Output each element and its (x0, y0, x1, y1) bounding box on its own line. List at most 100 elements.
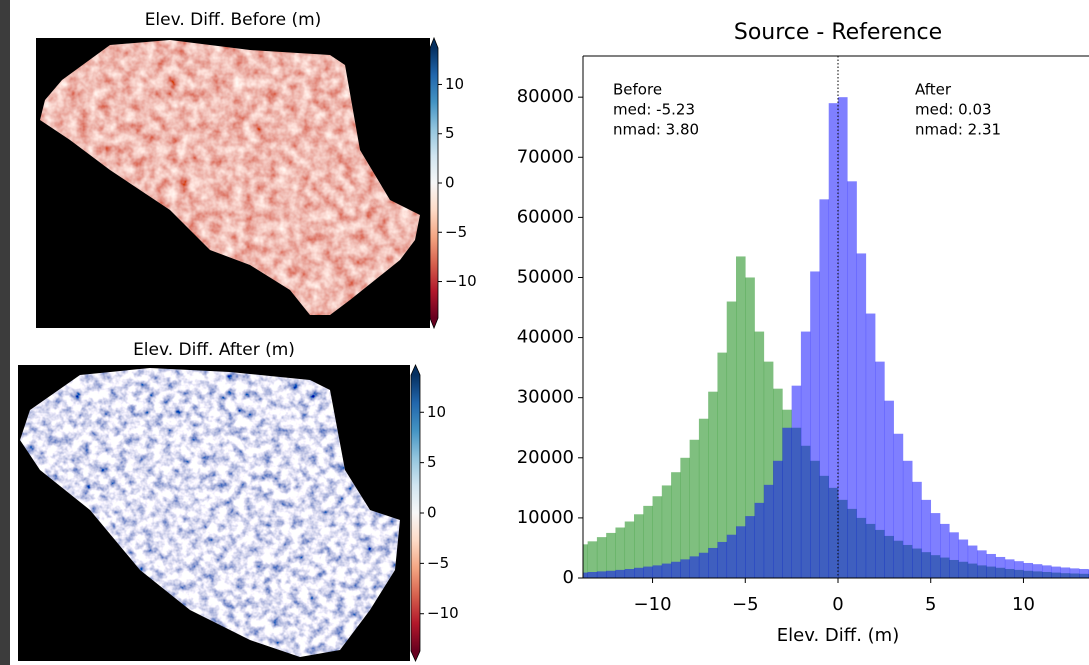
histogram-bar (606, 570, 616, 578)
histogram-bar (671, 561, 681, 578)
x-tick-label: 5 (925, 594, 936, 615)
x-tick-label: −5 (732, 594, 759, 615)
histogram-bar (615, 569, 626, 578)
histogram-bar (912, 481, 922, 578)
histogram-bar (940, 523, 950, 578)
histogram-bar (763, 361, 774, 578)
window-edge (0, 0, 10, 665)
histogram-bar (745, 516, 755, 578)
bars (583, 97, 1089, 578)
histogram-bar (652, 496, 663, 578)
histogram-bar (773, 460, 783, 578)
histogram-bar (671, 472, 681, 578)
histogram-bar (726, 301, 737, 578)
histogram-bar (698, 552, 709, 578)
histogram-bar (1032, 564, 1043, 578)
histogram-bar (680, 559, 690, 578)
map-image (40, 40, 420, 315)
map-image (20, 368, 400, 657)
histogram-bar (810, 271, 820, 578)
histogram-bar (967, 545, 978, 578)
histogram-bar (634, 514, 644, 578)
histogram-bar (708, 547, 718, 578)
histogram-bar (902, 460, 913, 578)
histogram-bar (717, 541, 728, 578)
histogram-bar (596, 537, 607, 578)
map-title: Elev. Diff. Before (m) (145, 10, 322, 30)
histogram-bar (930, 513, 941, 578)
y-tick-label: 50000 (517, 266, 574, 287)
colorbar-extend (411, 651, 420, 661)
histogram-bar (884, 400, 894, 578)
histogram-bar (661, 485, 672, 578)
histogram-bar (986, 553, 996, 578)
histogram-bar (856, 253, 867, 578)
histogram-bar (689, 439, 700, 578)
x-tick-label: 0 (832, 594, 843, 615)
y-tick-label: 70000 (517, 146, 574, 167)
colorbar-tick-label: 10 (427, 403, 446, 421)
colorbar-frame (410, 364, 421, 662)
annotation: nmad: 2.31 (915, 121, 1001, 139)
histogram-bar (717, 352, 728, 578)
chart-title: Source - Reference (734, 20, 942, 45)
colorbar-tick-label: 5 (445, 124, 455, 142)
histogram-bar (763, 484, 774, 578)
histogram-bar (958, 539, 969, 578)
x-tick-label: −10 (634, 594, 672, 615)
histogram-bar (838, 97, 848, 578)
histogram-bar (847, 181, 857, 578)
colorbar (411, 375, 420, 651)
histogram-bar (791, 385, 802, 578)
colorbar-tick-label: −5 (445, 223, 467, 241)
histogram-bar (606, 532, 616, 578)
x-axis-label: Elev. Diff. (m) (777, 625, 899, 646)
histogram-bar (921, 499, 932, 578)
histogram-bar (583, 544, 588, 578)
histogram-bar (819, 199, 830, 578)
histogram-bar (708, 391, 718, 578)
histogram-bar (754, 331, 765, 578)
histogram-bar (698, 418, 709, 578)
histogram-bar (615, 527, 626, 578)
histogram-bar (596, 571, 607, 578)
y-tick-label: 60000 (517, 206, 574, 227)
histogram-bar (689, 556, 700, 578)
y-tick-label: 0 (563, 567, 574, 588)
histogram-bar (680, 457, 690, 578)
histogram-bar (726, 534, 737, 578)
histogram-bar (754, 502, 765, 578)
histogram-bar (1004, 559, 1015, 578)
colorbar-extend (430, 38, 438, 48)
histogram-bar (1023, 562, 1034, 578)
histogram-bar (736, 526, 746, 578)
histogram-bar (1014, 561, 1024, 578)
colorbar-extend (411, 365, 420, 375)
y-tick-label: 30000 (517, 387, 574, 408)
y-tick-label: 10000 (517, 507, 574, 528)
colorbar-extend (430, 318, 438, 328)
histogram-bar (643, 505, 653, 578)
x-tick-label: 10 (1012, 594, 1035, 615)
colorbar-tick-label: 0 (427, 504, 437, 522)
histogram-bar (587, 541, 598, 578)
histogram-bar (893, 433, 904, 578)
histogram-bar (1060, 567, 1071, 578)
histogram-bar (652, 565, 663, 578)
histogram-bar (1051, 566, 1061, 578)
annotation: med: 0.03 (915, 101, 992, 119)
histogram-bar (865, 313, 876, 578)
map-title: Elev. Diff. After (m) (133, 340, 295, 360)
histogram-bar (949, 532, 959, 578)
colorbar-tick-label: −5 (427, 554, 449, 572)
histogram-bar (875, 361, 885, 578)
histogram-bar (800, 331, 811, 578)
histogram-bar (624, 568, 635, 578)
histogram-bar (1079, 568, 1089, 578)
colorbar-tick-label: 10 (445, 75, 464, 93)
histogram-bar (828, 103, 839, 578)
histogram-bar (995, 556, 1006, 578)
histogram-bar (587, 571, 598, 578)
annotation: med: -5.23 (613, 101, 695, 119)
